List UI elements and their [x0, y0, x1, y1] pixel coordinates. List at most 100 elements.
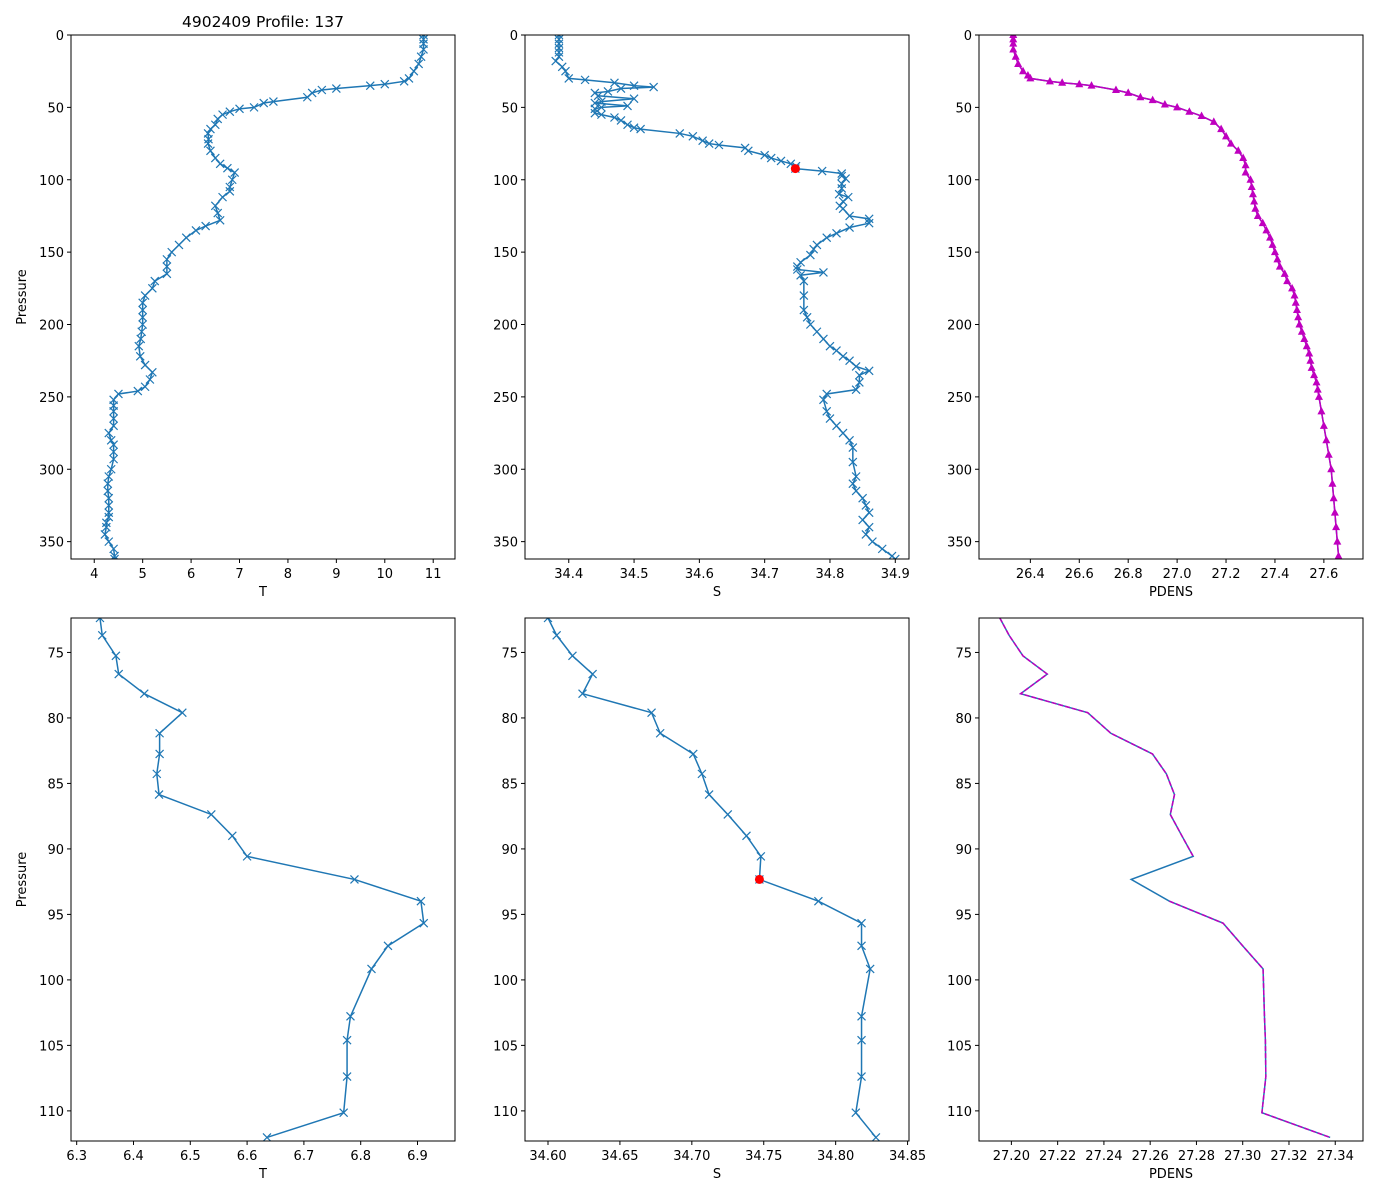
x-tick-label: 8	[284, 567, 292, 582]
triangle-marker	[1328, 479, 1337, 487]
y-tick-label: 50	[955, 101, 972, 116]
x-marker	[554, 43, 564, 53]
x-marker	[688, 131, 698, 141]
x-marker	[857, 1035, 866, 1045]
x-marker	[262, 1133, 272, 1141]
x-marker	[104, 472, 114, 481]
y-tick-label: 85	[955, 777, 972, 792]
x-marker	[697, 769, 707, 779]
x-tick-label: 27.22	[1039, 1149, 1076, 1164]
x-marker	[834, 189, 844, 199]
x-marker	[564, 74, 574, 83]
x-marker	[837, 171, 847, 181]
series-line	[99, 618, 425, 1139]
x-tick-label: 27.2	[1212, 567, 1241, 582]
x-marker	[616, 84, 626, 93]
y-tick-label: 150	[493, 246, 518, 261]
x-marker	[819, 334, 828, 344]
x-marker	[857, 918, 866, 928]
y-tick-label: 300	[493, 463, 518, 478]
x-marker	[104, 537, 114, 547]
y-tick-label: 350	[39, 536, 64, 551]
series-pdens-flag-excluded-	[999, 618, 1331, 1139]
x-marker	[822, 233, 832, 243]
x-marker	[106, 464, 116, 474]
x-marker	[554, 52, 564, 62]
x-marker	[858, 493, 868, 503]
x-marker	[851, 472, 861, 481]
triangle-marker	[1324, 450, 1333, 458]
triangle-marker	[1288, 283, 1297, 292]
x-marker	[235, 104, 244, 114]
x-marker	[760, 150, 770, 160]
triangle-marker	[1294, 312, 1303, 321]
triangle-marker	[1160, 99, 1169, 108]
x-tick-label: 27.30	[1224, 1149, 1261, 1164]
x-marker	[135, 351, 145, 361]
x-tick-label: 6.6	[237, 1149, 258, 1164]
x-tick-label: 6.4	[123, 1149, 144, 1164]
x-marker	[367, 964, 376, 974]
series-pdens	[999, 618, 1331, 1139]
x-tick-label: 11	[425, 567, 442, 582]
y-tick-label: 350	[947, 536, 972, 551]
x-marker	[138, 305, 148, 315]
x-marker	[365, 81, 375, 91]
triangle-marker	[1009, 39, 1018, 47]
x-marker	[647, 708, 656, 718]
triangle-marker	[1173, 102, 1182, 111]
y-tick-label: 0	[510, 29, 518, 44]
x-marker	[155, 728, 165, 738]
x-marker	[162, 254, 172, 264]
triangle-marker	[1239, 153, 1248, 162]
x-marker	[133, 386, 143, 396]
x-axis-label: PDENS	[1149, 585, 1193, 600]
x-marker	[822, 406, 832, 416]
x-marker	[838, 204, 848, 214]
y-tick-label: 100	[39, 974, 64, 989]
axes-frame	[524, 34, 910, 560]
y-tick-label: 250	[947, 391, 972, 406]
x-marker	[213, 208, 223, 218]
x-marker	[210, 153, 220, 163]
x-marker	[140, 291, 150, 300]
triangle-marker	[1222, 131, 1231, 140]
x-tick-label: 27.4	[1260, 567, 1289, 582]
x-marker	[414, 59, 424, 69]
x-marker	[809, 244, 819, 254]
x-marker	[227, 175, 237, 185]
triangle-marker	[1302, 341, 1311, 350]
x-tick-label: 6.3	[66, 1149, 87, 1164]
axes-frame	[524, 617, 910, 1142]
x-marker	[109, 421, 119, 431]
x-marker	[210, 201, 220, 211]
x-marker	[838, 197, 848, 206]
x-tick-label: 27.24	[1085, 1149, 1122, 1164]
x-marker	[138, 298, 148, 308]
x-marker	[380, 79, 390, 89]
x-marker	[114, 389, 123, 399]
x-marker	[109, 454, 119, 464]
x-marker	[268, 97, 278, 107]
x-tick-label: 6.7	[294, 1149, 315, 1164]
y-tick-label: 200	[493, 319, 518, 334]
x-tick-label: 26.4	[1016, 567, 1045, 582]
x-marker	[339, 1108, 349, 1118]
x-marker	[837, 184, 847, 193]
x-marker	[162, 262, 172, 272]
triangle-marker	[1300, 334, 1309, 342]
flagged-point	[754, 874, 764, 884]
x-axis-label: S	[713, 585, 721, 600]
x-marker	[832, 228, 841, 238]
x-marker	[154, 790, 164, 799]
x-marker	[796, 270, 806, 280]
triangle-marker	[1241, 160, 1250, 169]
y-tick-label: 200	[39, 319, 64, 334]
x-marker	[416, 896, 426, 906]
x-marker	[138, 320, 148, 329]
x-marker	[557, 62, 567, 72]
triangle-marker	[1292, 305, 1301, 314]
x-marker	[222, 163, 232, 173]
x-marker	[136, 334, 146, 344]
x-marker	[139, 689, 149, 699]
